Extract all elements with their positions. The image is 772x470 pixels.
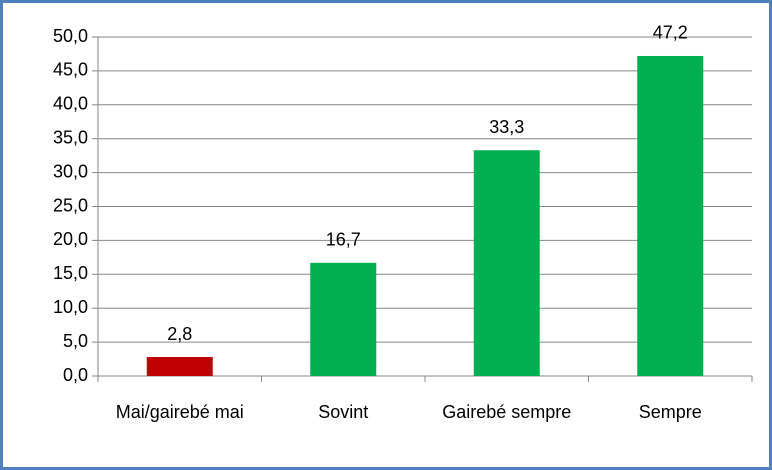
x-tick-label: Mai/gairebé mai [115,402,244,422]
y-tick-label: 15,0 [53,263,88,283]
y-tick-label: 0,0 [63,365,88,385]
x-tick-label: Sempre [638,402,702,422]
y-tick-label: 50,0 [53,26,88,46]
y-tick-label: 45,0 [53,60,88,80]
y-tick-label: 25,0 [53,195,88,215]
data-label: 16,7 [326,230,361,250]
y-tick-label: 10,0 [53,297,88,317]
y-tick-label: 35,0 [53,127,88,147]
bar [473,150,540,376]
bar [146,357,213,376]
y-tick-label: 5,0 [63,331,88,351]
data-label: 47,2 [653,23,688,43]
bar [310,262,377,376]
x-tick-label: Gairebé sempre [442,402,572,422]
y-tick-label: 20,0 [53,229,88,249]
data-label: 2,8 [167,324,192,344]
data-label: 33,3 [489,117,524,137]
bar [637,55,704,376]
x-tick-label: Sovint [318,402,369,422]
y-tick-label: 40,0 [53,94,88,114]
y-tick-label: 30,0 [53,161,88,181]
